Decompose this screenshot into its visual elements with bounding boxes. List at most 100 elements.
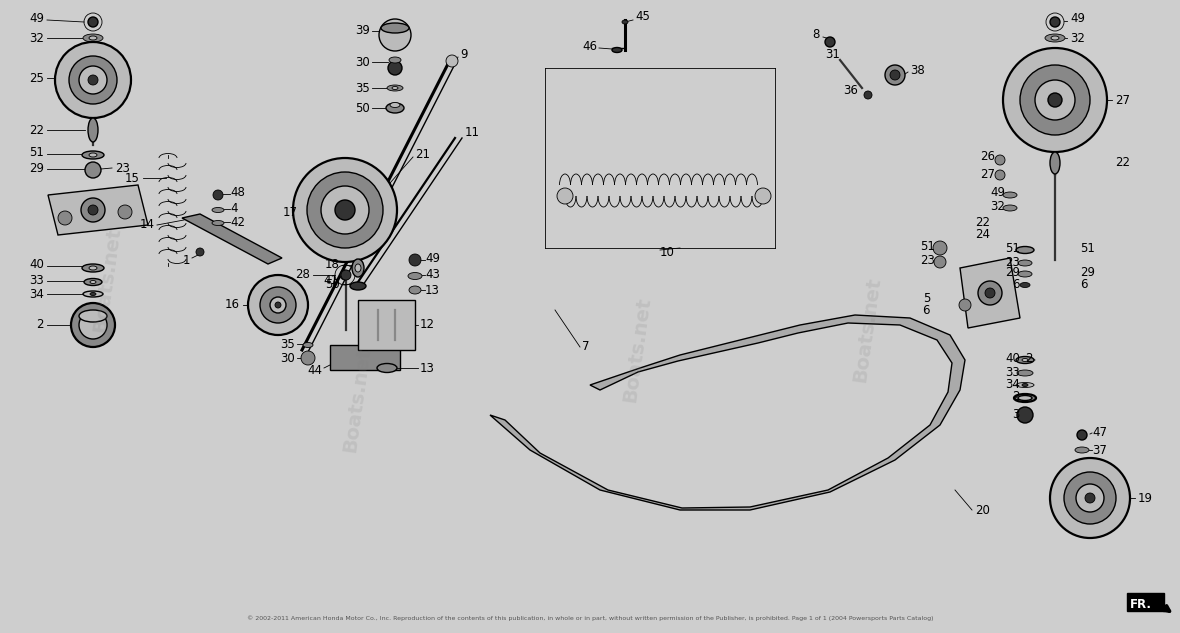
- Circle shape: [995, 170, 1005, 180]
- Ellipse shape: [1045, 34, 1066, 42]
- Text: 43: 43: [425, 268, 440, 282]
- Ellipse shape: [90, 280, 96, 284]
- Circle shape: [446, 55, 458, 67]
- Text: 30: 30: [355, 56, 371, 68]
- Text: 12: 12: [420, 318, 435, 332]
- Text: 44: 44: [307, 363, 322, 377]
- Text: 21: 21: [415, 149, 430, 161]
- Circle shape: [1064, 472, 1116, 524]
- Text: 34: 34: [1005, 377, 1020, 391]
- Polygon shape: [48, 185, 148, 235]
- Circle shape: [340, 270, 350, 280]
- Ellipse shape: [409, 286, 421, 294]
- Text: 20: 20: [975, 503, 990, 517]
- Circle shape: [1048, 93, 1062, 107]
- Text: 13: 13: [420, 361, 435, 375]
- Circle shape: [885, 65, 905, 85]
- Text: 32: 32: [990, 201, 1005, 213]
- Ellipse shape: [1020, 282, 1030, 287]
- Text: 47: 47: [1092, 425, 1107, 439]
- Ellipse shape: [90, 292, 96, 296]
- Text: 31: 31: [825, 49, 840, 61]
- Text: 35: 35: [355, 82, 371, 94]
- Circle shape: [933, 241, 948, 255]
- Ellipse shape: [391, 103, 400, 108]
- FancyBboxPatch shape: [1127, 593, 1163, 611]
- Ellipse shape: [1003, 192, 1017, 198]
- Text: 30: 30: [281, 351, 295, 365]
- Text: 27: 27: [981, 168, 995, 182]
- Ellipse shape: [381, 23, 409, 33]
- Text: 33: 33: [1005, 365, 1020, 379]
- Text: 22: 22: [1115, 156, 1130, 170]
- Text: 23: 23: [114, 161, 130, 175]
- Circle shape: [1077, 430, 1087, 440]
- Text: 32: 32: [30, 32, 44, 44]
- Text: 29: 29: [1080, 266, 1095, 280]
- Text: 51: 51: [920, 239, 935, 253]
- Text: 24: 24: [975, 229, 990, 242]
- Circle shape: [260, 287, 296, 323]
- Circle shape: [118, 205, 132, 219]
- Circle shape: [88, 205, 98, 215]
- Ellipse shape: [1016, 356, 1034, 363]
- Text: 5: 5: [923, 292, 930, 304]
- Text: 40: 40: [1005, 351, 1020, 365]
- Text: 29: 29: [1005, 266, 1020, 280]
- Circle shape: [55, 42, 131, 118]
- Ellipse shape: [1018, 260, 1032, 266]
- Ellipse shape: [1050, 152, 1060, 174]
- Text: 13: 13: [425, 284, 440, 296]
- Circle shape: [995, 155, 1005, 165]
- Text: 51: 51: [1080, 242, 1095, 254]
- Circle shape: [1076, 484, 1104, 512]
- Text: 3: 3: [1012, 408, 1020, 420]
- Circle shape: [864, 91, 872, 99]
- Text: 40: 40: [30, 258, 44, 272]
- Circle shape: [196, 248, 204, 256]
- Polygon shape: [961, 258, 1020, 328]
- Circle shape: [978, 281, 1002, 305]
- Ellipse shape: [84, 279, 101, 285]
- Circle shape: [755, 188, 771, 204]
- Circle shape: [1084, 493, 1095, 503]
- Ellipse shape: [389, 57, 401, 63]
- Text: 1: 1: [183, 253, 190, 266]
- Circle shape: [335, 200, 355, 220]
- Text: 36: 36: [844, 84, 858, 96]
- Text: Boats.net: Boats.net: [340, 346, 374, 454]
- Ellipse shape: [79, 310, 107, 322]
- Ellipse shape: [212, 208, 224, 213]
- Text: 45: 45: [635, 11, 650, 23]
- Circle shape: [88, 75, 98, 85]
- Text: 8: 8: [813, 28, 820, 42]
- Text: 2: 2: [37, 318, 44, 332]
- Ellipse shape: [1018, 271, 1032, 277]
- Ellipse shape: [1075, 447, 1089, 453]
- Circle shape: [1017, 407, 1032, 423]
- Text: 25: 25: [30, 72, 44, 84]
- Text: 33: 33: [30, 275, 44, 287]
- Ellipse shape: [1051, 36, 1058, 40]
- Text: 22: 22: [30, 123, 44, 137]
- Circle shape: [85, 162, 101, 178]
- Text: 49: 49: [990, 185, 1005, 199]
- Text: 27: 27: [1115, 94, 1130, 106]
- Circle shape: [307, 172, 384, 248]
- Text: 15: 15: [125, 172, 140, 184]
- Ellipse shape: [88, 266, 97, 270]
- Text: 34: 34: [30, 287, 44, 301]
- Text: 23: 23: [920, 254, 935, 268]
- Text: 17: 17: [283, 206, 299, 220]
- Text: 41: 41: [323, 273, 337, 287]
- Ellipse shape: [303, 342, 313, 348]
- Ellipse shape: [1022, 384, 1028, 387]
- Circle shape: [388, 61, 402, 75]
- Circle shape: [81, 198, 105, 222]
- Circle shape: [270, 297, 286, 313]
- Text: 26: 26: [981, 151, 995, 163]
- Circle shape: [58, 211, 72, 225]
- Text: 19: 19: [1138, 491, 1153, 505]
- Text: 6: 6: [1080, 277, 1088, 291]
- Ellipse shape: [88, 36, 97, 40]
